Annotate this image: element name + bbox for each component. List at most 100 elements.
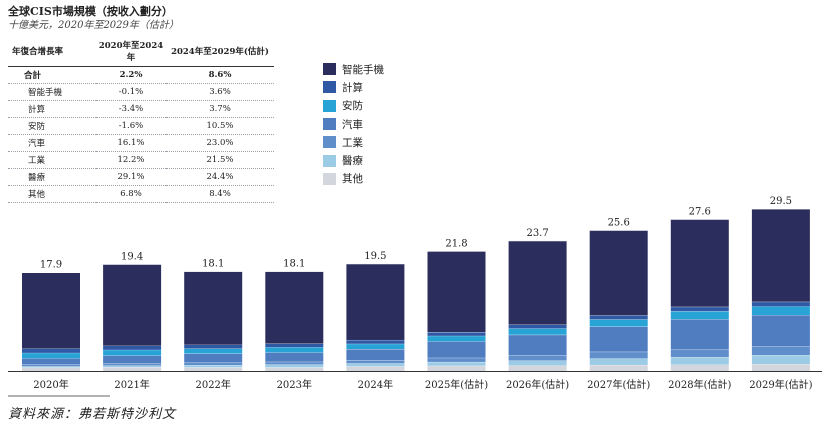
bar-segment (103, 264, 162, 346)
legend-swatch (323, 136, 336, 149)
bar-segment (589, 351, 648, 359)
legend-label: 汽車 (342, 118, 363, 131)
bar-segment (184, 344, 243, 349)
legend-item: 醫療 (323, 151, 384, 169)
cagr-2024-2029-value: 24.4% (166, 168, 274, 186)
bar-segment (184, 271, 243, 345)
cagr-2024-2029-value: 23.0% (166, 134, 274, 152)
cagr-row: 汽車 16.1% 23.0% (8, 134, 274, 152)
bar-segment (184, 353, 243, 363)
bar-segment (508, 360, 567, 366)
bar-segment (427, 357, 486, 362)
bar-segment (589, 364, 648, 371)
bar-segment (22, 367, 80, 371)
cagr-row: 計算 -3.4% 3.7% (8, 100, 274, 118)
legend-item: 工業 (323, 133, 384, 151)
cagr-2024-2029-value: 8.6% (166, 66, 274, 84)
bar-segment (103, 365, 162, 368)
bar-segment (427, 341, 486, 358)
bar-segment (103, 355, 162, 364)
x-tick-label: 2025年(估計) (425, 378, 488, 391)
bar-segment (184, 362, 243, 366)
bar-segment (265, 343, 324, 348)
bar-total-label: 18.1 (202, 259, 224, 270)
cagr-row: 智能手機 -0.1% 3.6% (8, 83, 274, 101)
legend-swatch (323, 154, 336, 167)
bar-segment (751, 306, 810, 315)
bar-segment (508, 365, 567, 371)
bar-segment (670, 319, 729, 350)
bar-segment (22, 366, 80, 368)
legend-item: 其他 (323, 170, 384, 188)
bar-segment (346, 360, 405, 364)
bar-segment (751, 315, 810, 347)
cagr-row: 安防 -1.6% 10.5% (8, 117, 274, 135)
cagr-segment-label: 計算 (8, 100, 96, 118)
cagr-table: 年復合增長率 2020年至2024年 2024年至2029年(估計) 合計 2.2… (8, 37, 274, 203)
bar-segment (589, 315, 648, 320)
legend-label: 工業 (342, 136, 363, 149)
bar-segment (508, 240, 567, 325)
bar-segment (427, 251, 486, 333)
cagr-segment-label: 汽車 (8, 134, 96, 152)
bar-segment (589, 326, 648, 352)
bar-segment (265, 364, 324, 368)
legend-item: 汽車 (323, 115, 384, 133)
cagr-row: 其他 6.8% 8.4% (8, 185, 274, 203)
x-tick-label: 2028年(估計) (668, 378, 731, 391)
bar-total-label: 29.5 (770, 196, 792, 207)
bar-segment (22, 352, 80, 359)
bar-segment (22, 348, 80, 353)
legend-item: 計算 (323, 78, 384, 96)
bar-segment (751, 301, 810, 307)
bar-segment (22, 272, 80, 349)
cagr-header-row: 年復合增長率 2020年至2024年 2024年至2029年(估計) (8, 37, 274, 67)
bar-segment (670, 306, 729, 312)
chart-subtitle: 十億美元，2020年至2029年（估計） (8, 20, 179, 31)
cagr-header-label: 年復合增長率 (8, 37, 96, 67)
bar-segment (670, 364, 729, 371)
bar-total-label: 23.7 (526, 228, 548, 239)
bar-total-label: 18.1 (283, 259, 305, 270)
cagr-header-2024-2029: 2024年至2029年(估計) (166, 37, 274, 67)
legend-swatch (323, 172, 336, 185)
legend-item: 智能手機 (323, 60, 384, 78)
legend: 智能手機計算安防汽車工業醫療其他 (323, 60, 384, 188)
bar-segment (184, 348, 243, 354)
chart-title: 全球CIS市場規模（按收入劃分） (8, 5, 173, 18)
cagr-segment-label: 工業 (8, 151, 96, 169)
bar-total-label: 19.4 (121, 251, 143, 262)
legend-label: 安防 (342, 100, 363, 113)
cagr-row: 工業 12.2% 21.5% (8, 151, 274, 169)
bar-segment (427, 365, 486, 371)
cagr-segment-label: 智能手機 (8, 83, 96, 101)
bar-segment (589, 230, 648, 316)
bar-segment (670, 311, 729, 320)
cagr-total-row: 合計 2.2% 8.6% (8, 66, 274, 84)
legend-label: 計算 (342, 81, 363, 94)
x-tick-label: 2023年 (277, 378, 312, 391)
legend-swatch (323, 118, 336, 131)
bar-segment (184, 367, 243, 371)
bar-segment (346, 366, 405, 371)
bar-total-label: 21.8 (445, 238, 467, 249)
bar-segment (751, 355, 810, 365)
x-tick-label: 2027年(估計) (587, 378, 650, 391)
legend-label: 其他 (342, 173, 363, 186)
cagr-2020-2024-value: -0.1% (96, 83, 166, 101)
bar-segment (346, 263, 405, 340)
bar-chart: 17.9 2020年 19.4 2021年 18.1 2022年 18.1 2023年 19.5… (8, 196, 822, 397)
bar-segment (103, 363, 162, 366)
bar-segment (184, 365, 243, 368)
bar-segment (589, 319, 648, 327)
cagr-header-2020-2024: 2020年至2024年 (96, 37, 166, 67)
bar-segment (265, 347, 324, 353)
cagr-2020-2024-value: -3.4% (96, 100, 166, 118)
cagr-2024-2029-value: 8.4% (166, 185, 274, 203)
cagr-2020-2024-value: 29.1% (96, 168, 166, 186)
cagr-segment-label: 醫療 (8, 168, 96, 186)
bar-segment (103, 349, 162, 356)
bar-segment (346, 343, 405, 350)
bar-segment (346, 363, 405, 367)
cagr-2024-2029-value: 3.6% (166, 83, 274, 101)
